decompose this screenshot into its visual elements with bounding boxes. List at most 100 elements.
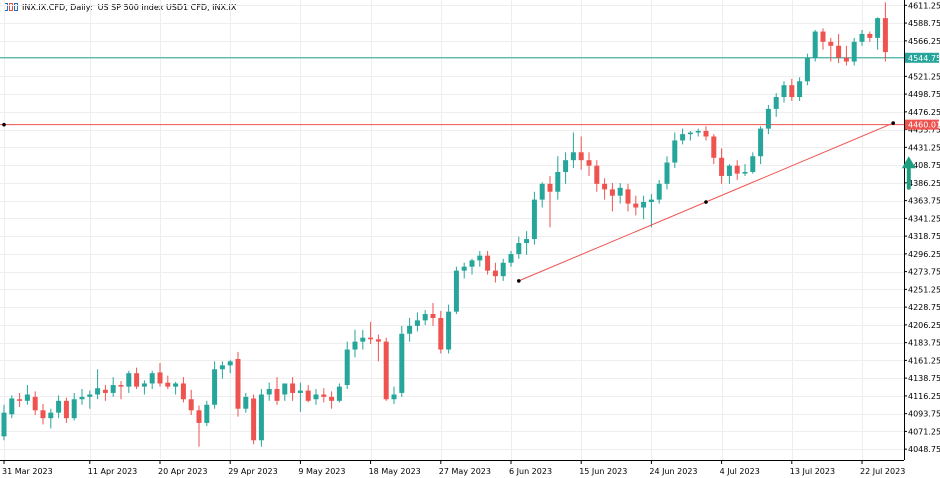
candle-bull [804,57,810,82]
y-tick-label: 4386.25 [908,179,940,188]
x-tick-label: 13 Jul 2023 [790,467,835,476]
candle-bull [87,394,93,397]
candle-bear [789,85,795,98]
candle-bull [461,266,467,271]
candle-bull [71,399,77,419]
candle-bull [563,160,569,173]
candle-bear [196,410,202,423]
candle-bull [258,394,264,441]
candle-bull [851,41,857,62]
candle-bull [399,333,405,393]
y-tick-label: 4566.25 [908,37,940,46]
y-tick-label: 4161.25 [908,356,940,365]
candle-bull [266,388,272,395]
candle-bear [375,339,381,342]
candle-bear [719,157,725,176]
y-tick-label: 4071.25 [908,427,940,436]
candle-bull [453,270,459,312]
candle-bear [165,382,171,387]
candle-bear [843,57,849,62]
chart-description: US SP 500 Index USD1 CFD, INX.IX [97,2,237,12]
candle-bear [711,136,717,158]
candle-bull [500,262,506,277]
candle-bear [492,270,498,277]
y-tick-label: 4318.75 [908,232,940,241]
candle-bear [703,130,709,137]
candle-bull [422,314,428,321]
candle-bull [407,325,413,334]
x-tick-label: 9 May 2023 [298,467,345,476]
y-tick-label: 4363.75 [908,197,940,206]
candle-bull [1,412,7,437]
y-tick-label: 4048.75 [908,445,940,454]
candle-bear [547,183,553,192]
candle-bear [586,160,592,166]
candle-bear [251,398,257,441]
candle-bull [227,361,233,366]
candle-bear [63,400,69,419]
y-tick-label: 4588.75 [908,19,940,28]
candle-bear [368,337,374,340]
price-level-tag [905,119,939,130]
candle-bull [56,400,62,413]
candle-bull [352,341,358,350]
candle-bull [773,97,779,109]
x-tick-label: 27 May 2023 [439,467,491,476]
candle-bull [219,365,225,370]
candle-bull [680,134,686,141]
candle-bull [726,165,732,176]
candle-bear [17,399,23,401]
candle-bear [305,390,311,401]
y-tick-label: 4228.75 [908,303,940,312]
candle-bear [485,255,491,271]
candle-bear [578,152,584,161]
y-tick-label: 4183.75 [908,339,940,348]
candle-bear [594,165,600,184]
candle-bear [157,372,163,384]
candle-bull [79,396,85,400]
candle-bear [438,317,444,350]
trendline-anchor [517,279,521,283]
candle-bear [734,165,740,174]
candle-bull [141,383,147,387]
x-tick-label: 18 May 2023 [369,467,421,476]
candle-bear [40,410,46,419]
candle-bull [110,385,116,393]
x-tick-label: 4 Jul 2023 [720,467,760,476]
candle-bull [344,349,350,386]
candle-bear [602,183,608,190]
x-tick-label: 6 Jun 2023 [509,467,552,476]
candle-bear [836,45,842,58]
candle-bull [617,187,623,196]
candle-bull [812,31,818,58]
candle-bull [24,394,30,401]
y-tick-label: 4273.75 [908,268,940,277]
candle-bull [656,183,662,200]
candle-bull [648,199,654,202]
price-level-tag [905,52,939,63]
candle-bull [750,156,756,173]
candle-bull [664,162,670,184]
y-tick-label: 4206.25 [908,321,940,330]
x-tick-label: 11 Apr 2023 [88,467,137,476]
candle-bear [882,18,888,53]
candle-bear [32,396,38,411]
candle-bull [695,130,701,133]
candle-bear [828,41,834,46]
chart-symbol: INX.IX.CFD, Daily: [22,2,93,12]
y-tick-label: 4611.25 [908,1,940,10]
candle-bull [313,394,319,400]
candle-bear [633,203,639,208]
x-tick-label: 29 Apr 2023 [228,467,277,476]
candle-bull [149,373,155,384]
y-tick-label: 4453.75 [908,126,940,135]
candle-bear [118,385,124,387]
price-level-tag-label: 4460.01 [908,121,940,130]
price-level-tag-label: 4544.75 [908,54,940,63]
candle-bull [758,128,764,157]
candle-bull [173,383,179,387]
candle-bull [555,172,561,192]
candle-bear [188,399,194,411]
x-tick-label: 22 Jul 2023 [860,467,905,476]
